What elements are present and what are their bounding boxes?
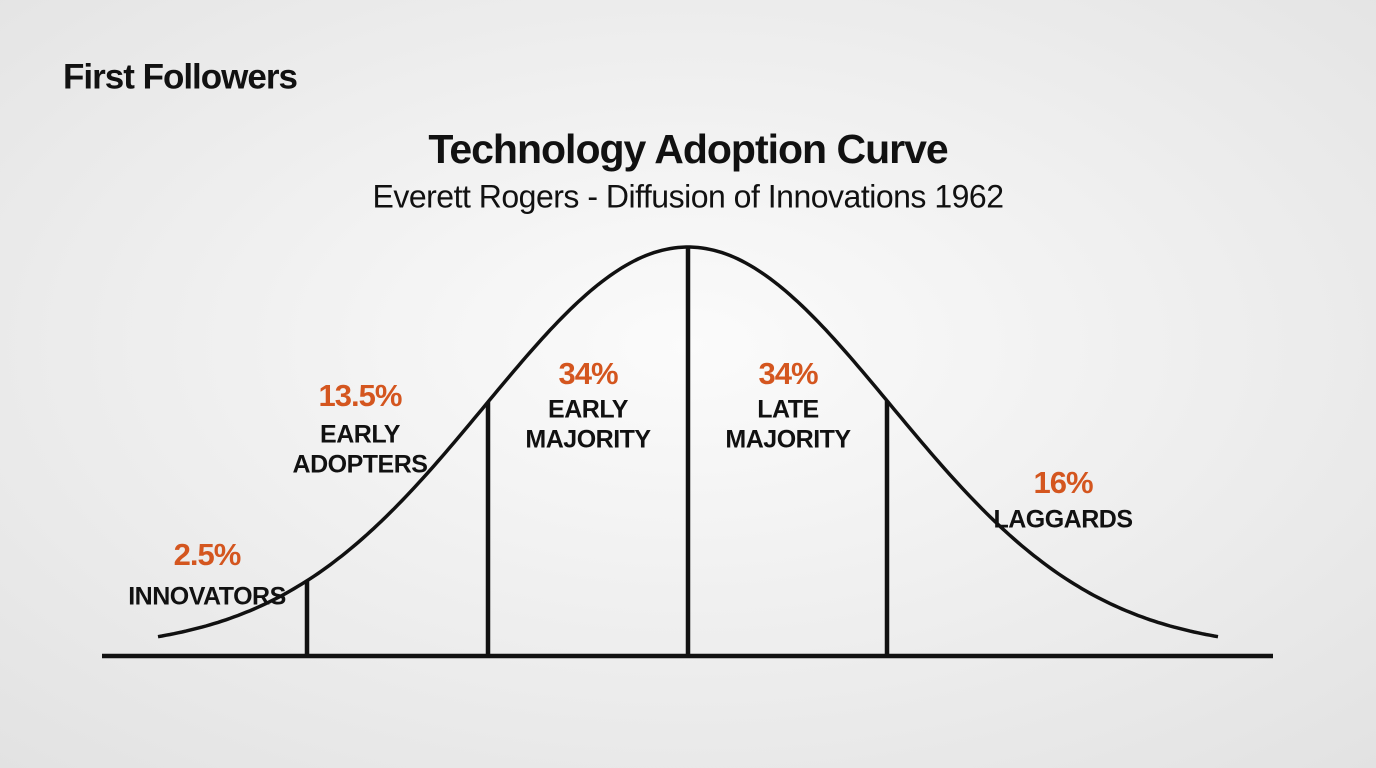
segment-share: 34%	[758, 356, 817, 391]
segment-name: MAJORITY	[525, 426, 651, 454]
segment-name: ADOPTERS	[293, 451, 428, 479]
segment-share: 13.5%	[319, 378, 402, 413]
segment-name: MAJORITY	[725, 426, 851, 454]
segment-name: LATE	[757, 396, 818, 424]
segment-name: EARLY	[548, 396, 629, 424]
segment-share: 34%	[558, 356, 617, 391]
diagram-title: Technology Adoption Curve	[428, 126, 948, 172]
segment-name: LAGGARDS	[993, 506, 1132, 534]
segment-name: INNOVATORS	[128, 583, 286, 611]
segment-share: 16%	[1033, 465, 1092, 500]
diagram-subtitle: Everett Rogers - Diffusion of Innovation…	[373, 178, 1004, 214]
segment-share: 2.5%	[174, 537, 241, 572]
header-title: First Followers	[63, 57, 297, 96]
segment-name: EARLY	[320, 421, 401, 449]
